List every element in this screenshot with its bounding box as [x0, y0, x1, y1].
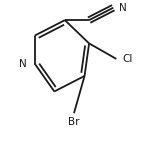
- Text: Cl: Cl: [122, 54, 133, 64]
- Text: N: N: [119, 3, 127, 13]
- Text: Br: Br: [68, 117, 80, 127]
- Text: N: N: [19, 59, 26, 69]
